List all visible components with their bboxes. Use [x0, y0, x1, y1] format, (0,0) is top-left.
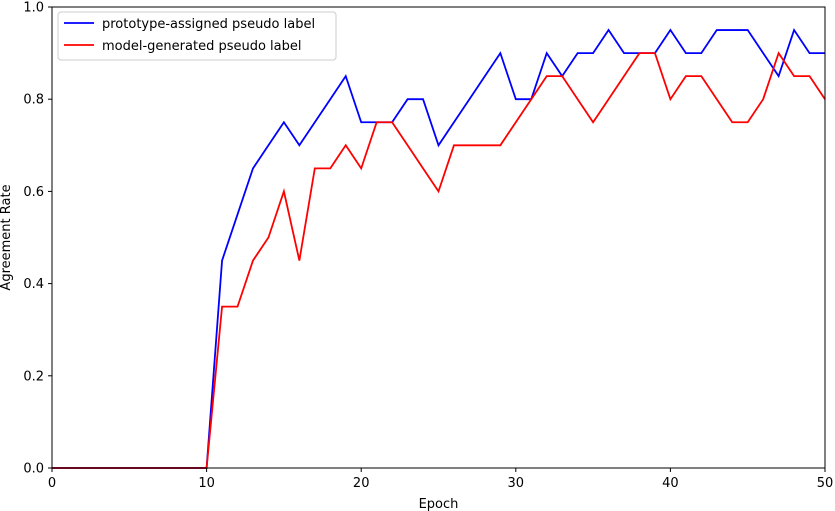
series-line-prototype [52, 28, 825, 469]
x-tick-label: 50 [817, 476, 834, 491]
y-tick-label: 1.0 [23, 1, 44, 16]
y-tick-label: 0.2 [23, 369, 44, 384]
y-axis-label: Agreement Rate [0, 184, 14, 290]
x-tick-label: 10 [198, 476, 215, 491]
legend-label-model: model-generated pseudo label [102, 39, 302, 54]
legend-label-prototype: prototype-assigned pseudo label [102, 17, 315, 32]
y-axis-ticks: 0.0 0.2 0.4 0.6 0.8 1.0 [23, 1, 52, 477]
x-tick-label: 30 [508, 476, 525, 491]
y-tick-label: 0.4 [23, 277, 44, 292]
x-axis-label: Epoch [419, 497, 459, 511]
legend: prototype-assigned pseudo label model-ge… [57, 11, 337, 61]
series-line-model [52, 51, 826, 469]
y-tick-label: 0.6 [23, 185, 44, 200]
x-tick-label: 0 [48, 476, 56, 491]
series-layer [52, 28, 826, 469]
y-tick-label: 0.8 [23, 93, 44, 108]
legend-box [57, 11, 337, 61]
x-tick-label: 20 [353, 476, 370, 491]
x-axis-ticks: 0 10 20 30 40 50 [48, 468, 833, 491]
y-tick-label: 0.0 [23, 462, 44, 477]
plot-frame [51, 6, 826, 469]
x-tick-label: 40 [662, 476, 679, 491]
